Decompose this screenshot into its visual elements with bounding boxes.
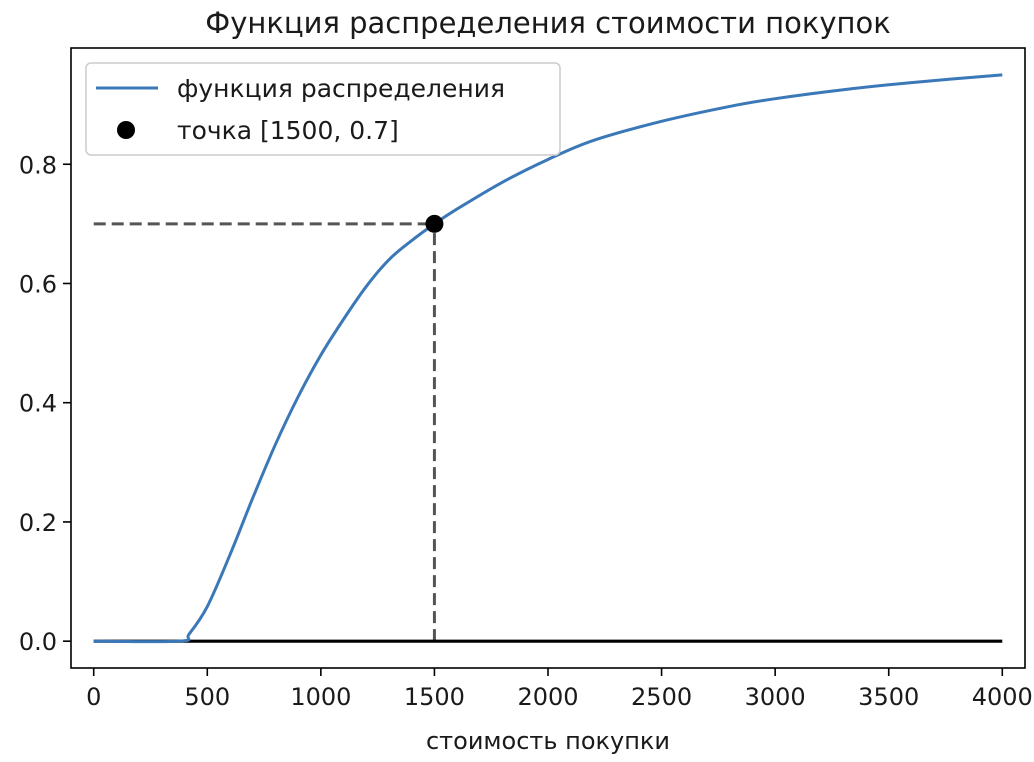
y-tick-label: 0.8 <box>19 151 57 179</box>
legend-point-swatch <box>117 121 135 139</box>
x-tick-label: 500 <box>184 683 230 711</box>
legend-label-line: функция распределения <box>177 74 505 103</box>
x-tick-label: 1500 <box>404 683 465 711</box>
legend-box <box>85 62 561 156</box>
y-tick-label: 0.0 <box>19 628 57 656</box>
cdf-line-series <box>93 73 1003 644</box>
x-tick-label: 2000 <box>517 683 578 711</box>
x-tick-label: 3500 <box>858 683 919 711</box>
y-tick-label: 0.2 <box>19 509 57 537</box>
chart-title: Функция распределения стоимости покупок <box>205 6 890 40</box>
plot-area <box>93 73 1003 644</box>
y-tick-label: 0.6 <box>19 270 57 298</box>
x-axis-ticks: 0 500 1000 1500 2000 2500 3000 3500 4000 <box>86 668 1033 711</box>
marked-point <box>425 214 444 233</box>
x-tick-label: 0 <box>86 683 101 711</box>
x-tick-label: 1000 <box>290 683 351 711</box>
legend-label-point: точка [1500, 0.7] <box>177 116 399 145</box>
x-tick-label: 2500 <box>631 683 692 711</box>
legend: функция распределения точка [1500, 0.7] <box>85 62 561 156</box>
x-tick-label: 4000 <box>972 683 1033 711</box>
x-axis-label: стоимость покупки <box>426 727 670 755</box>
x-tick-label: 3000 <box>745 683 806 711</box>
y-tick-label: 0.4 <box>19 390 57 418</box>
y-axis-ticks: 0.0 0.2 0.4 0.6 0.8 <box>19 151 71 656</box>
